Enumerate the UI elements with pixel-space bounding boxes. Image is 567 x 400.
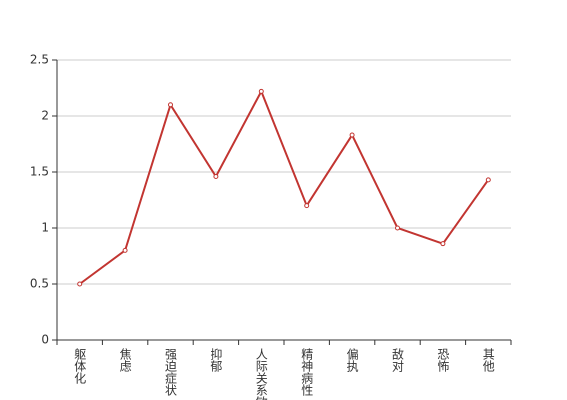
x-tick-label: 强迫症状 <box>164 348 178 396</box>
y-tick-label: 1 <box>41 221 49 235</box>
point <box>349 132 355 138</box>
point <box>258 88 264 94</box>
x-tick-label: 偏执 <box>345 347 359 373</box>
y-tick-label: 0.5 <box>30 277 49 291</box>
point <box>395 225 400 231</box>
x-tick-label: 焦虑 <box>118 348 132 372</box>
point <box>213 173 219 179</box>
x-tick-label: 人际关系敏感 <box>254 348 268 400</box>
y-tick-label: 0 <box>41 333 49 347</box>
y-tick-label: 1.5 <box>30 165 49 179</box>
point <box>122 247 128 253</box>
point <box>168 102 173 108</box>
point <box>440 241 446 247</box>
y-tick-label: 2.5 <box>30 53 49 67</box>
x-tick-label: 抑郁 <box>209 347 223 373</box>
x-tick-label: 精神病性 <box>300 348 314 397</box>
point <box>304 203 310 209</box>
x-tick-label: 其他 <box>481 348 495 372</box>
x-tick-label: 躯体化 <box>73 347 87 385</box>
point <box>485 177 491 183</box>
y-tick-label: 2 <box>41 109 49 123</box>
x-tick-label: 敌对 <box>391 347 405 372</box>
point <box>77 281 83 287</box>
line <box>79 88 490 285</box>
x-tick-label: 恐怖 <box>436 348 450 372</box>
